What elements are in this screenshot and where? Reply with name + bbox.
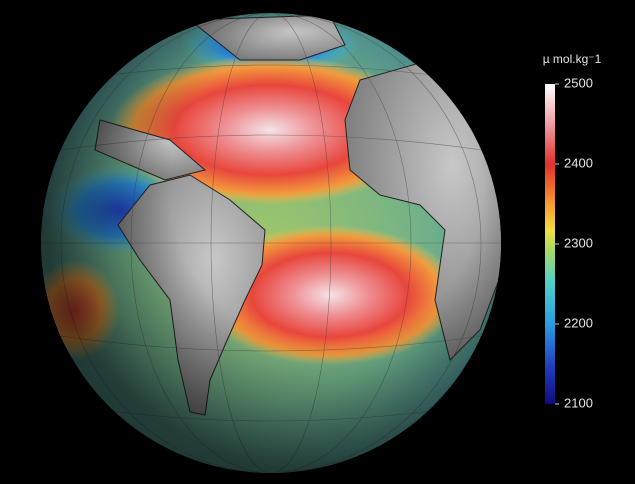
- colorbar-tick-label: 2500: [564, 75, 593, 90]
- colorbar-tick-label: 2100: [564, 395, 593, 410]
- colorbar-scale: [545, 84, 555, 404]
- colorbar-tick-label: 2300: [564, 235, 593, 250]
- colorbar-label: µ mol.kg⁻1: [543, 52, 602, 66]
- colorbar-tick-label: 2200: [564, 315, 593, 330]
- colorbar-tick-label: 2400: [564, 155, 593, 170]
- globe-shading: [41, 13, 501, 473]
- globe: [41, 13, 501, 473]
- colorbar: µ mol.kg⁻1 2500 2400 2300 2200 2100: [543, 52, 602, 410]
